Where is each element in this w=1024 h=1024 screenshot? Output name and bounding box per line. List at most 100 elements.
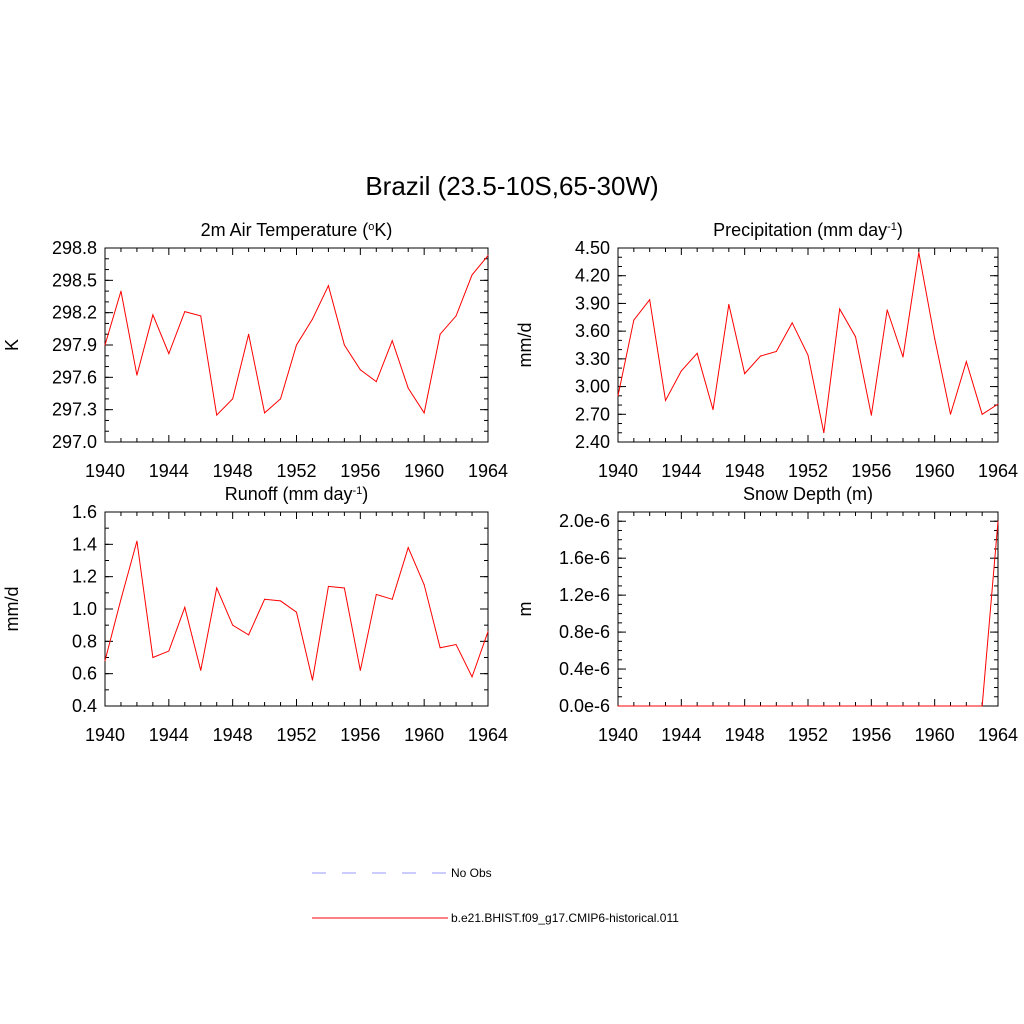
- data-point: [760, 705, 761, 707]
- x-tick-label: 1948: [725, 725, 765, 745]
- data-point: [997, 403, 999, 405]
- data-point: [264, 598, 266, 600]
- data-point: [870, 414, 872, 416]
- data-point: [407, 547, 409, 549]
- y-tick-label: 2.0e-6: [559, 511, 610, 531]
- data-point: [680, 705, 682, 707]
- y-tick-label: 3.30: [575, 349, 610, 369]
- data-point: [280, 398, 282, 400]
- panel-3: 1940 1944 1948 1952 1956 1960 1964 0.4 0.6 0.8 1.0…: [2, 484, 508, 745]
- data-point: [665, 399, 666, 401]
- panel-title: Snow Depth (m): [743, 484, 873, 504]
- data-point: [391, 598, 393, 600]
- panel-2: 1940 1944 1948 1952 1956 1960 1964 2.40 2.70 3.00…: [515, 220, 1018, 481]
- series-line: [618, 521, 999, 707]
- y-tick-label: 297.3: [52, 400, 97, 420]
- data-point: [359, 369, 361, 371]
- data-point: [775, 705, 777, 707]
- data-point: [248, 634, 250, 636]
- data-point: [823, 705, 825, 707]
- y-tick-label: 1.6e-6: [559, 548, 610, 568]
- data-point: [950, 413, 951, 415]
- y-axis-label: mm/d: [2, 587, 22, 632]
- data-point: [997, 520, 999, 522]
- y-tick-label: 4.50: [575, 238, 610, 258]
- data-point: [455, 644, 457, 646]
- data-point: [232, 624, 234, 626]
- plot-frame: [617, 511, 999, 707]
- data-point: [775, 350, 777, 352]
- panel-title: Runoff (mm day-1): [225, 484, 369, 504]
- data-point: [950, 705, 951, 707]
- x-tick-label: 1940: [85, 461, 125, 481]
- y-tick-label: 3.60: [575, 321, 610, 341]
- x-tick-label: 1960: [404, 725, 444, 745]
- data-point: [744, 705, 746, 707]
- x-tick-label: 1960: [404, 461, 444, 481]
- x-tick-label: 1964: [978, 461, 1018, 481]
- x-tick-label: 1956: [340, 461, 380, 481]
- data-point: [439, 647, 441, 649]
- data-point: [327, 285, 329, 287]
- data-point: [200, 669, 202, 671]
- y-tick-label: 4.20: [575, 266, 610, 286]
- data-point: [839, 705, 841, 707]
- x-tick-label: 1948: [213, 461, 253, 481]
- data-point: [136, 374, 138, 376]
- data-point: [649, 705, 651, 707]
- y-axis-label: K: [2, 339, 22, 351]
- data-point: [296, 611, 297, 613]
- y-axis-label: mm/d: [515, 323, 535, 368]
- data-point: [423, 584, 425, 586]
- x-tick-label: 1952: [788, 461, 828, 481]
- data-point: [902, 356, 904, 358]
- data-point: [120, 290, 122, 292]
- data-point: [823, 432, 825, 434]
- y-tick-label: 297.9: [52, 335, 97, 355]
- data-point: [216, 414, 218, 416]
- y-tick-label: 1.6: [72, 502, 97, 522]
- data-point: [439, 333, 441, 335]
- data-point: [200, 315, 202, 317]
- y-tick-label: 3.00: [575, 377, 610, 397]
- legend-label-no-obs: No Obs: [451, 866, 492, 880]
- data-point: [152, 314, 154, 316]
- y-tick-label: 297.0: [52, 432, 97, 452]
- data-point: [471, 274, 473, 276]
- x-tick-label: 1956: [851, 725, 891, 745]
- data-point: [487, 631, 489, 633]
- series-line: [104, 540, 489, 681]
- panel-title: 2m Air Temperature (oK): [201, 220, 393, 240]
- data-point: [728, 303, 730, 305]
- data-point: [327, 585, 329, 587]
- data-point: [696, 352, 698, 354]
- data-point: [248, 333, 250, 335]
- data-point: [712, 409, 714, 411]
- legend: No Obs b.e21.BHIST.f09_g17.CMIP6-histori…: [312, 866, 679, 925]
- y-tick-label: 297.6: [52, 367, 97, 387]
- y-tick-label: 0.0e-6: [559, 696, 610, 716]
- data-point: [359, 669, 361, 671]
- legend-label-model: b.e21.BHIST.f09_g17.CMIP6-historical.011: [451, 911, 679, 925]
- x-tick-label: 1948: [213, 725, 253, 745]
- data-point: [280, 600, 282, 602]
- data-point: [264, 412, 266, 414]
- y-tick-label: 1.2: [72, 567, 97, 587]
- x-tick-label: 1944: [661, 461, 701, 481]
- y-tick-label: 1.2e-6: [559, 585, 610, 605]
- data-point: [902, 705, 904, 707]
- panel-4: 1940 1944 1948 1952 1956 1960 1964 0.0e-6 0.4e-6…: [515, 484, 1018, 745]
- y-tick-label: 0.4: [72, 696, 97, 716]
- y-tick-label: 0.8e-6: [559, 622, 610, 642]
- data-point: [981, 705, 983, 707]
- data-point: [104, 660, 106, 662]
- y-tick-label: 0.4e-6: [559, 659, 610, 679]
- y-tick-label: 1.0: [72, 599, 97, 619]
- data-point: [965, 361, 967, 363]
- data-point: [136, 540, 138, 542]
- data-point: [934, 338, 936, 340]
- data-point: [981, 413, 983, 415]
- x-tick-label: 1964: [468, 461, 508, 481]
- data-point: [375, 593, 377, 595]
